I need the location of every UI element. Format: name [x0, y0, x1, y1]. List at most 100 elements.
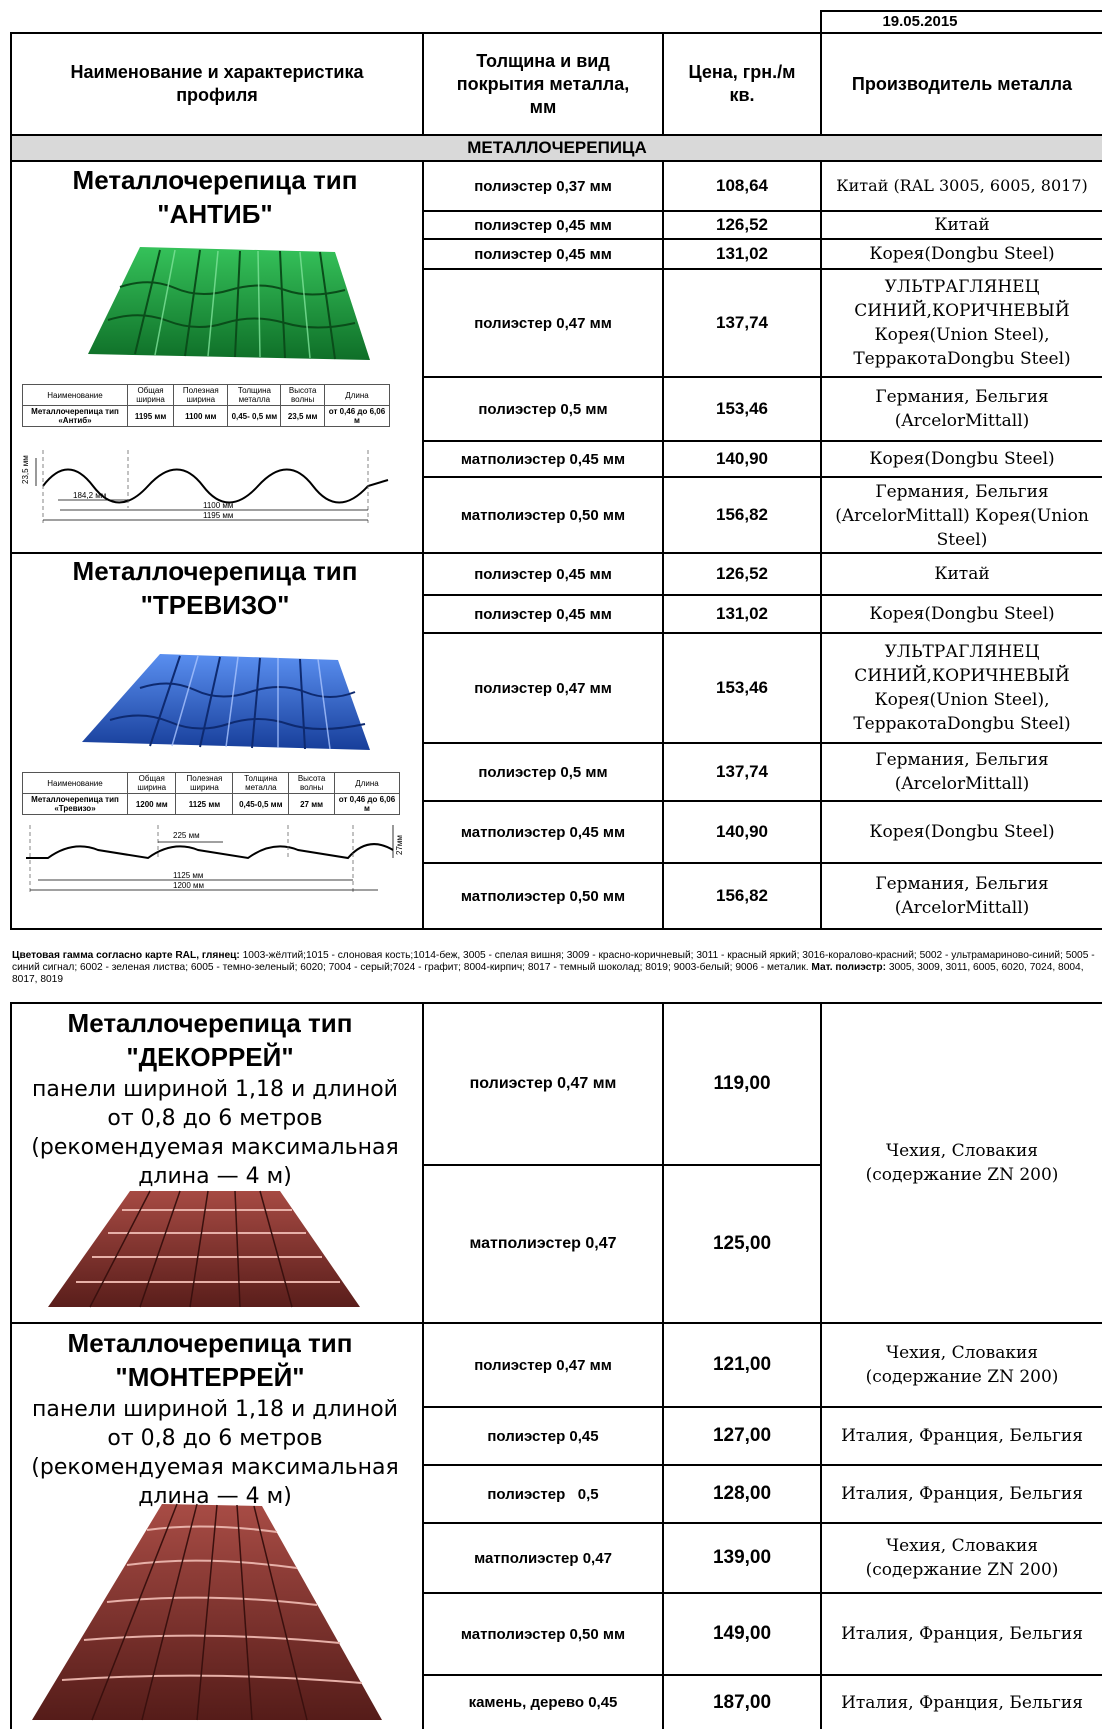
treviso-dim-height: 27мм [395, 835, 404, 855]
antib-row2-thickness: полиэстер 0,45 мм [474, 216, 612, 234]
antib-row7-maker: Германия, Бельгия (ArcelorMittall) Корея… [835, 482, 1089, 550]
treviso-roof-image [82, 654, 370, 750]
row-border [424, 376, 1102, 378]
header-name: Наименование и характеристика профиля [70, 62, 364, 105]
treviso-row6-price: 156,82 [716, 886, 768, 905]
date-label: 19.05.2015 [882, 12, 958, 30]
antib-bottom-border [12, 552, 1102, 554]
treviso-spec-h-wave: Высота волны [288, 772, 335, 794]
antib-spec-v-wave: 23,5 мм [280, 405, 325, 427]
antib-row1-price: 108,64 [716, 176, 768, 195]
antib-spec-v-len: от 0,46 до 6,06 м [324, 405, 390, 427]
antib-roof-image [88, 247, 370, 360]
treviso-row4-thickness: полиэстер 0,5 мм [478, 763, 608, 781]
grid-col-maker-lower [820, 1002, 822, 1729]
treviso-row5-price: 140,90 [716, 822, 768, 841]
monterrey-row5-maker: Италия, Франция, Бельгия [841, 1624, 1083, 1644]
treviso-row1-price: 126,52 [716, 564, 768, 583]
row-border [424, 1164, 822, 1166]
antib-spec-h-name: Наименование [22, 384, 128, 406]
monterrey-row3-thickness: полиэстер 0,5 [487, 1485, 599, 1503]
grid-col-thickness [422, 32, 424, 136]
grid-col-maker [820, 10, 822, 136]
treviso-title: Металлочерепица тип "ТРЕВИЗО" [72, 556, 358, 620]
dekorrey-row2-price: 125,00 [712, 1233, 772, 1254]
antib-dim-total: 1195 мм [203, 511, 233, 520]
treviso-spec-h-len: Длина [334, 772, 400, 794]
treviso-row6-maker: Германия, Бельгия (ArcelorMittall) [875, 874, 1049, 918]
header-top-border [12, 32, 1102, 34]
antib-row2-maker: Китай [934, 215, 990, 235]
treviso-spec-h-total: Общая ширина [126, 772, 177, 794]
dekorrey-roof-image [48, 1190, 360, 1308]
treviso-row3-maker: УЛЬТРАГЛЯНЕЦ СИНИЙ,КОРИЧНЕВЫЙ Корея(Unio… [853, 642, 1071, 734]
antib-spec-h-wave: Высота волны [280, 384, 325, 406]
monterrey-row2-maker: Италия, Франция, Бельгия [841, 1426, 1083, 1446]
treviso-row3-price: 153,46 [716, 678, 768, 697]
section-title: МЕТАЛЛОЧЕРЕПИЦА [12, 136, 1102, 160]
antib-row4-thickness: полиэстер 0,47 мм [474, 314, 612, 332]
antib-row7-thickness: матполиэстер 0,50 мм [460, 506, 626, 524]
monterrey-row2-thickness: полиэстер 0,45 [487, 1427, 599, 1445]
antib-spec-v-name: Металлочерепица тип «Антиб» [22, 405, 128, 427]
row-border [424, 594, 1102, 596]
grid-col-maker [820, 160, 822, 930]
antib-spec-h-len: Длина [324, 384, 390, 406]
antib-spec-v-useful: 1100 мм [173, 405, 229, 427]
treviso-row6-thickness: матполиэстер 0,50 мм [460, 887, 626, 905]
antib-row4-maker: УЛЬТРАГЛЯНЕЦ СИНИЙ,КОРИЧНЕВЫЙ Корея(Unio… [853, 277, 1071, 369]
monterrey-row3-price: 128,00 [712, 1483, 772, 1504]
row-border [424, 632, 1102, 634]
antib-row1-maker: Китай (RAL 3005, 6005, 8017) [836, 176, 1088, 195]
dekorrey-maker: Чехия, Словакия (содержание ZN 200) [865, 1141, 1059, 1185]
antib-spec-h-useful: Полезная ширина [173, 384, 229, 406]
treviso-row5-thickness: матполиэстер 0,45 мм [460, 823, 626, 841]
treviso-dim-useful: 1125 мм [173, 871, 203, 880]
antib-row3-maker: Корея(Dongbu Steel) [869, 244, 1055, 264]
antib-spec-h-thick: Толщина металла [227, 384, 282, 406]
antib-row1-thickness: полиэстер 0,37 мм [474, 177, 612, 195]
treviso-row3-thickness: полиэстер 0,47 мм [474, 679, 612, 697]
dekorrey-row2-thickness: матполиэстер 0,47 [469, 1235, 617, 1252]
antib-row7-price: 156,82 [716, 505, 768, 524]
row-border [424, 742, 1102, 744]
monterrey-row4-thickness: матполиэстер 0,47 [474, 1549, 612, 1567]
row-border [424, 238, 1102, 240]
antib-row3-thickness: полиэстер 0,45 мм [474, 245, 612, 263]
treviso-row4-price: 137,74 [716, 762, 768, 781]
row-border [424, 1592, 1102, 1594]
monterrey-description: панели шириной 1,18 и длиной от 0,8 до 6… [31, 1397, 399, 1509]
antib-spec-table: Наименование Общая ширина Полезная ширин… [22, 384, 390, 427]
treviso-row5-maker: Корея(Dongbu Steel) [869, 822, 1055, 842]
monterrey-title: Металлочерепица тип "МОНТЕРРЕЙ" [67, 1328, 353, 1392]
row-border [424, 476, 1102, 478]
treviso-row2-price: 131,02 [716, 604, 768, 623]
treviso-bottom-border [12, 928, 1102, 930]
treviso-row2-maker: Корея(Dongbu Steel) [869, 604, 1055, 624]
treviso-spec-h-thick: Толщина металла [232, 772, 290, 794]
monterrey-row5-thickness: матполиэстер 0,50 мм [460, 1625, 626, 1643]
antib-row4-price: 137,74 [716, 313, 768, 332]
header-bottom-border [12, 134, 1102, 136]
monterrey-row1-thickness: полиэстер 0,47 мм [474, 1356, 612, 1374]
treviso-spec-v-len: от 0,46 до 6,06 м [334, 793, 400, 815]
monterrey-row5-price: 149,00 [712, 1623, 772, 1644]
antib-spec-h-total: Общая ширина [126, 384, 175, 406]
antib-dim-useful: 1100 мм [203, 501, 233, 510]
row-border [424, 210, 1102, 212]
dekorrey-title: Металлочерепица тип "ДЕКОРРЕЙ" [67, 1008, 353, 1072]
dekorrey-row1-thickness: полиэстер 0,47 мм [469, 1075, 617, 1092]
treviso-row2-thickness: полиэстер 0,45 мм [474, 605, 612, 623]
grid-left-border [10, 32, 12, 930]
monterrey-row1-price: 121,00 [712, 1354, 772, 1375]
antib-spec-v-total: 1195 мм [126, 405, 175, 427]
antib-row6-price: 140,90 [716, 449, 768, 468]
treviso-row1-thickness: полиэстер 0,45 мм [474, 565, 612, 583]
antib-spec-v-thick: 0,45- 0,5 мм [227, 405, 282, 427]
treviso-spec-v-thick: 0,45-0,5 мм [232, 793, 290, 815]
antib-row3-price: 131,02 [716, 244, 768, 263]
row-border [424, 440, 1102, 442]
treviso-spec-v-wave: 27 мм [288, 793, 335, 815]
header-thickness: Толщина и вид покрытия металла, мм [456, 50, 630, 117]
grid-col-thickness [422, 160, 424, 930]
